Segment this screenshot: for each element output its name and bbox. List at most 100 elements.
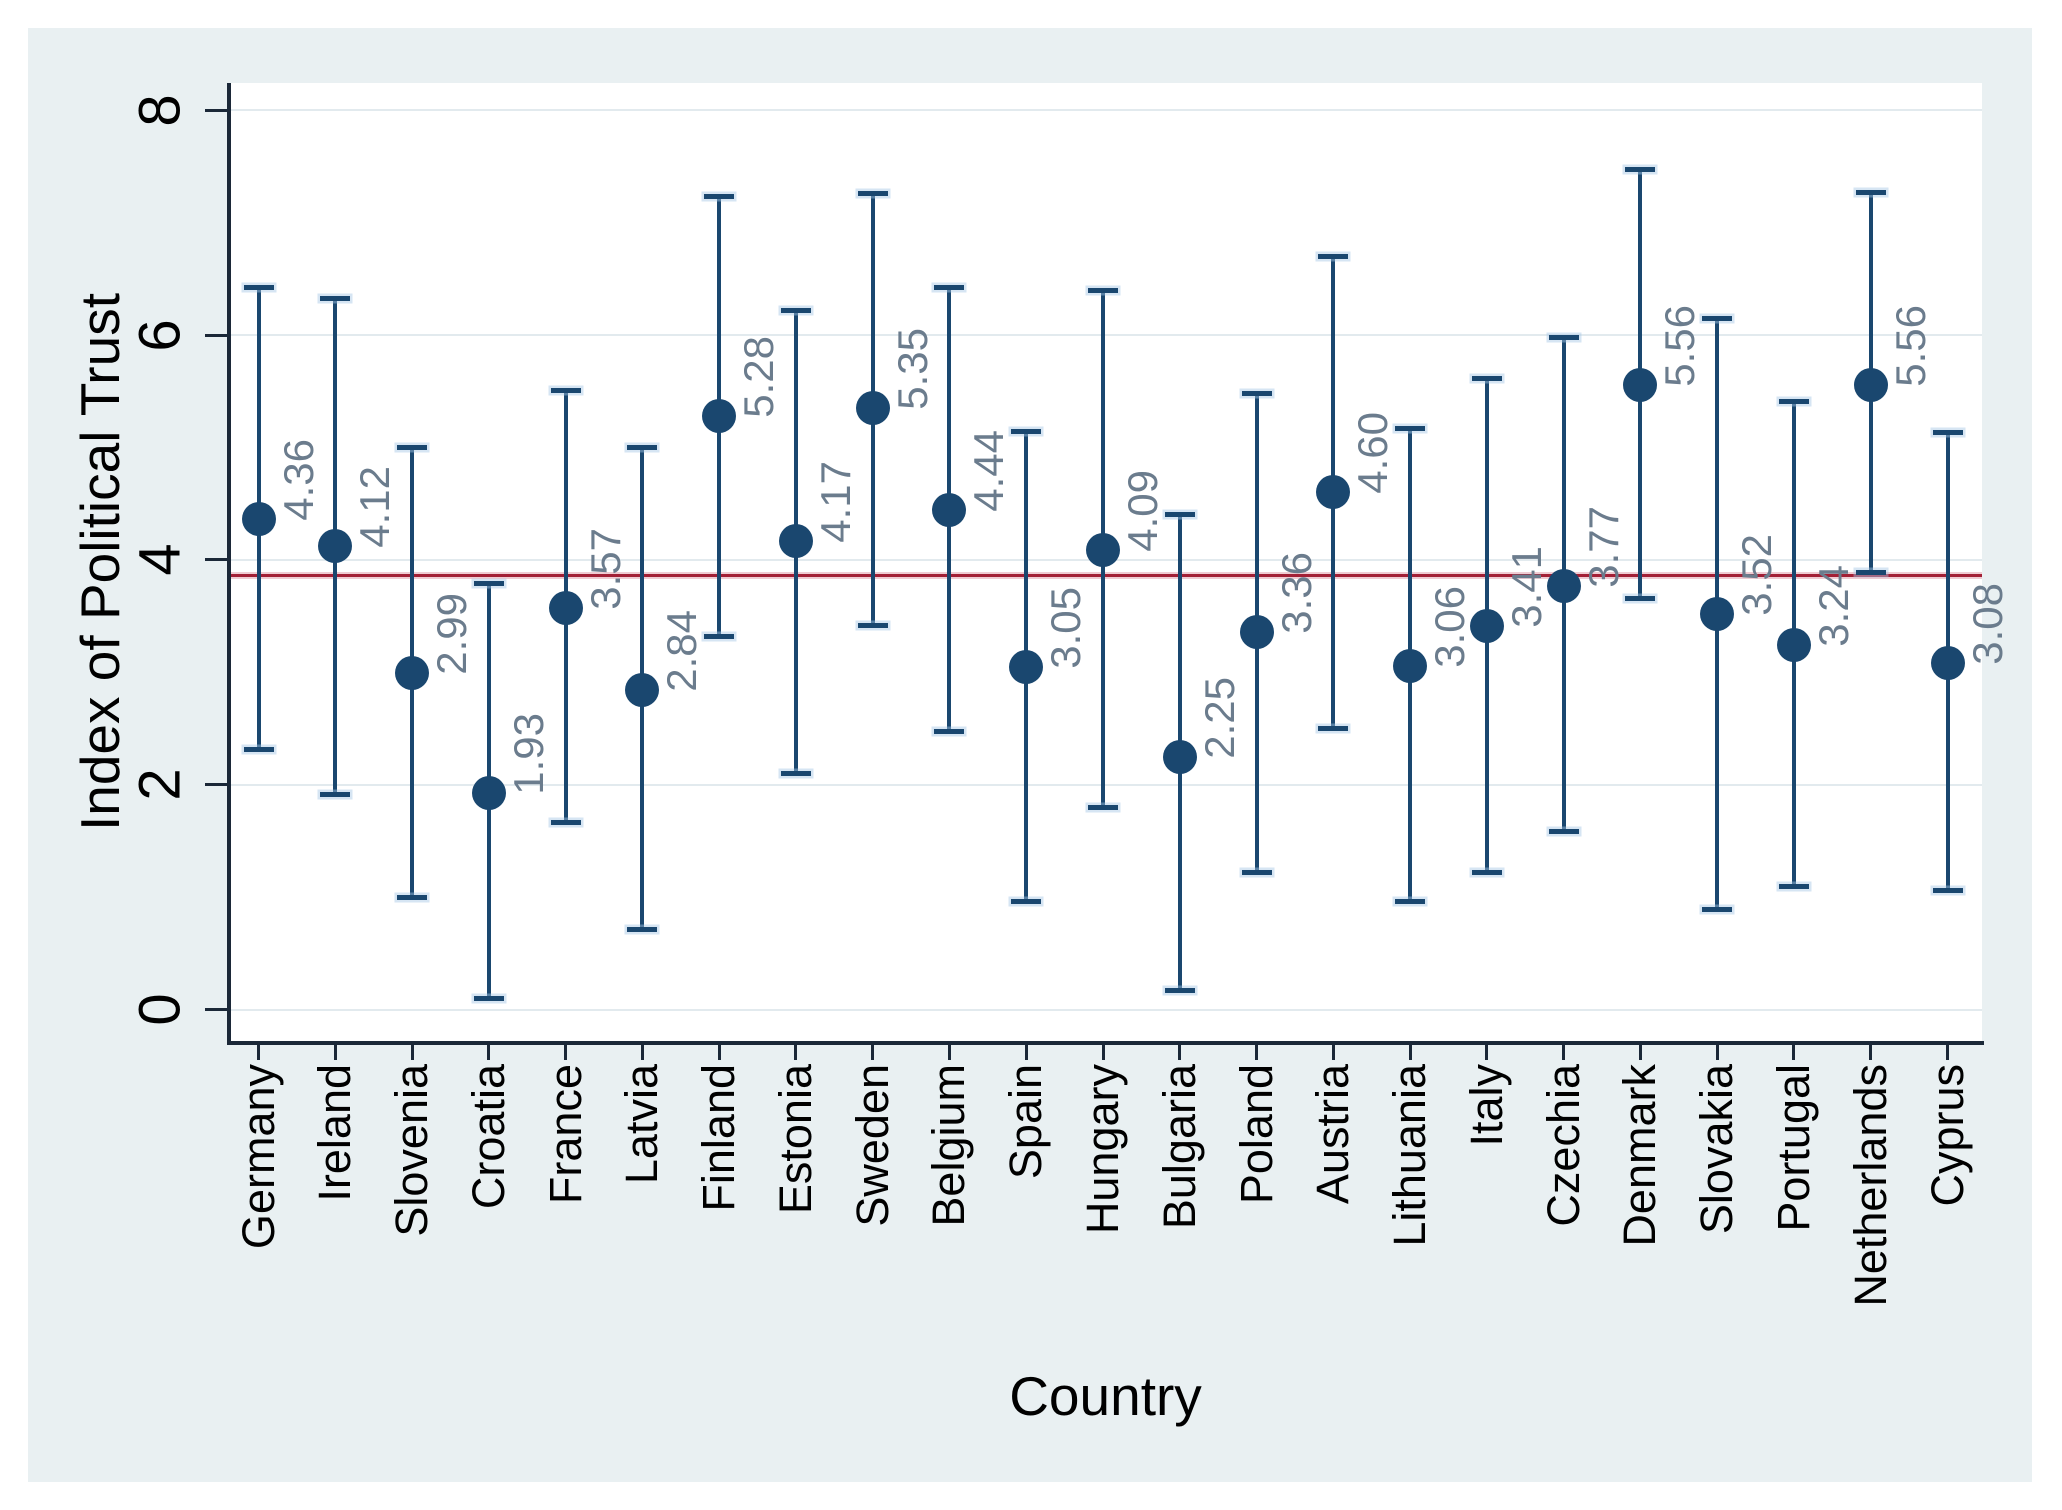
x-tick-Croatia [487, 1045, 491, 1060]
data-point-dot-Austria [1316, 475, 1351, 510]
value-label-Germany-text: 4.36 [274, 439, 322, 522]
error-bar-cap-bottom-Finland [704, 633, 735, 639]
x-tick-label-Spain-text: Spain [1000, 1064, 1052, 1180]
value-label-Ireland-text: 4.12 [351, 466, 399, 549]
value-label-Austria-text: 4.60 [1349, 412, 1397, 495]
x-tick-Hungary [1101, 1045, 1105, 1060]
data-point-dot-Croatia [471, 775, 506, 810]
error-bar-cap-top-Finland [704, 194, 735, 200]
error-bar-cap-top-Bulgaria [1164, 512, 1195, 518]
x-tick-Germany [257, 1045, 260, 1060]
gridline-y-2 [229, 783, 1982, 786]
error-bar-cap-bottom-Belgium [934, 729, 965, 735]
value-label-Netherlands-text: 5.56 [1886, 304, 1934, 387]
value-label-Finland: 5.28 [735, 336, 783, 423]
error-bar-cap-bottom-Czechia [1548, 829, 1579, 835]
x-tick-Czechia [1562, 1045, 1566, 1060]
x-tick-label-Slovakia-text: Slovakia [1691, 1064, 1743, 1235]
value-label-Slovenia: 2.99 [428, 593, 476, 680]
x-tick-Ireland [333, 1045, 337, 1060]
x-axis-line [227, 1041, 1984, 1045]
error-bar-cap-bottom-Latvia [627, 927, 658, 933]
value-label-Croatia-text: 1.93 [504, 712, 552, 795]
x-tick-label-Bulgaria-text: Bulgaria [1153, 1064, 1205, 1230]
x-tick-label-Latvia-text: Latvia [616, 1064, 668, 1185]
value-label-Sweden-text: 5.35 [888, 328, 936, 410]
value-label-Latvia-text: 2.84 [658, 610, 706, 693]
error-bar-cap-top-Portugal [1778, 398, 1809, 404]
x-tick-label-Lithuania-text: Lithuania [1384, 1064, 1436, 1247]
data-point-dot-Belgium [932, 493, 967, 528]
gridline-y-6 [229, 334, 1982, 337]
data-point-dot-Poland [1239, 614, 1274, 649]
value-label-Denmark-text: 5.56 [1656, 304, 1704, 387]
x-tick-label-Hungary-text: Hungary [1077, 1064, 1128, 1235]
y-tick-8 [205, 108, 229, 112]
data-point-dot-Netherlands [1853, 367, 1888, 402]
error-bar-cap-top-Slovenia [397, 445, 428, 450]
error-bar-cap-top-Spain [1011, 429, 1042, 435]
error-bar-cap-bottom-Hungary [1088, 804, 1118, 810]
x-tick-Estonia [794, 1045, 798, 1060]
error-bar-cap-bottom-Bulgaria [1164, 987, 1195, 993]
error-bar-cap-bottom-Denmark [1625, 595, 1656, 601]
value-label-Poland-text: 3.36 [1272, 551, 1320, 634]
gridline-y-0 [229, 1008, 1982, 1011]
x-tick-label-Cyprus-text: Cyprus [1921, 1064, 1973, 1207]
x-tick-label-Czechia-text: Czechia [1537, 1064, 1589, 1227]
x-tick-label-Croatia-text: Croatia [462, 1064, 514, 1210]
value-label-Hungary-text: 4.09 [1119, 469, 1166, 552]
x-tick-label-Ireland-text: Ireland [309, 1064, 361, 1202]
value-label-Latvia: 2.84 [658, 610, 706, 697]
error-bar-cap-top-Croatia [473, 581, 504, 586]
value-label-Germany: 4.36 [275, 439, 323, 526]
error-bar-cap-top-Ireland [320, 295, 351, 301]
data-point-dot-Ireland [318, 529, 353, 564]
value-label-Italy: 3.41 [1503, 546, 1551, 633]
value-label-Belgium-text: 4.44 [965, 430, 1013, 513]
error-bar-cap-top-Belgium [934, 285, 965, 291]
y-tick-2 [205, 783, 229, 787]
value-label-Slovakia: 3.52 [1733, 534, 1781, 621]
data-point-dot-Finland [702, 399, 737, 434]
value-label-Portugal-text: 3.24 [1809, 565, 1857, 648]
x-tick-label-Finland-text: Finland [693, 1064, 745, 1212]
x-tick-label-Poland-text: Poland [1230, 1064, 1282, 1205]
data-point-dot-Denmark [1623, 367, 1658, 402]
value-label-Poland: 3.36 [1273, 552, 1321, 639]
error-bar-cap-bottom-Poland [1241, 869, 1272, 875]
error-bar-cap-bottom-Sweden [857, 622, 888, 628]
value-label-Czechia: 3.77 [1580, 506, 1628, 593]
value-label-Cyprus-text: 3.08 [1963, 583, 2011, 666]
error-bar-cap-bottom-Slovakia [1702, 906, 1733, 912]
x-tick-Denmark [1638, 1045, 1642, 1060]
value-label-Lithuania: 3.06 [1426, 586, 1474, 673]
x-tick-Bulgaria [1178, 1045, 1182, 1060]
error-bar-cap-top-Hungary [1088, 287, 1118, 293]
x-tick-Slovenia [410, 1045, 414, 1060]
data-point-dot-Bulgaria [1162, 739, 1197, 774]
x-tick-label-Germany-text: Germany [232, 1064, 284, 1250]
x-tick-label-France-text: France [539, 1064, 591, 1205]
value-label-Finland-text: 5.28 [735, 336, 783, 418]
x-tick-France [564, 1045, 568, 1060]
data-point-dot-Cyprus [1930, 646, 1965, 681]
value-label-Bulgaria-text: 2.25 [1195, 676, 1243, 759]
error-bar-cap-top-Latvia [627, 445, 658, 450]
error-bar-cap-top-Germany [243, 285, 274, 291]
x-tick-Spain [1024, 1045, 1028, 1060]
value-label-Hungary: 4.09 [1119, 470, 1167, 557]
data-point-dot-Czechia [1546, 568, 1581, 603]
x-tick-Austria [1331, 1045, 1335, 1060]
reference-line [229, 574, 1982, 578]
y-tick-4 [205, 558, 229, 562]
value-label-Austria: 4.60 [1349, 412, 1397, 499]
x-tick-label-Denmark-text: Denmark [1614, 1064, 1666, 1247]
value-label-Denmark: 5.56 [1656, 305, 1704, 392]
error-bar-cap-top-Poland [1241, 391, 1272, 397]
value-label-Bulgaria: 2.25 [1196, 677, 1244, 764]
error-bar-cap-bottom-Netherlands [1855, 569, 1886, 575]
error-bar-cap-bottom-Ireland [320, 792, 351, 798]
y-tick-6 [205, 333, 229, 337]
